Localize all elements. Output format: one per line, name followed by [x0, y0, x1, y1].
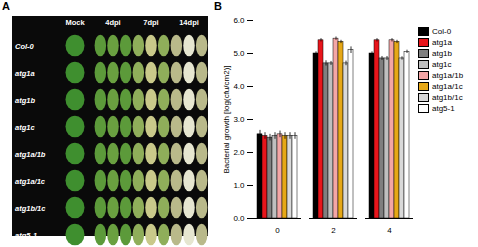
svg-text:0.0: 0.0 [233, 214, 245, 223]
svg-text:3.0: 3.0 [233, 115, 245, 124]
html-text:atg5-1: atg5-1 [432, 104, 455, 113]
html-text:A: A [2, 0, 10, 12]
svg-text:atg1a/1b: atg1a/1b [15, 150, 46, 159]
svg-text:atg1a/1c: atg1a/1c [15, 177, 46, 186]
html-text:atg1c: atg1c [432, 60, 452, 69]
html-text:atg1b/1c: atg1b/1c [432, 93, 463, 102]
html-text:atg1a/1b: atg1a/1b [432, 71, 464, 80]
html-text:Col-0: Col-0 [432, 27, 452, 36]
svg-text:14dpi: 14dpi [179, 18, 199, 27]
svg-text:1.0: 1.0 [233, 181, 245, 190]
svg-text:Bacterial growth [log(cfu/cm2): Bacterial growth [log(cfu/cm2)] [222, 65, 231, 173]
svg-text:4.0: 4.0 [233, 82, 245, 91]
html-text:atg1a: atg1a [432, 38, 452, 47]
svg-text:atg5-1: atg5-1 [15, 231, 37, 240]
svg-text:atg1c: atg1c [15, 123, 35, 132]
svg-text:4: 4 [387, 226, 392, 235]
html-text:B: B [214, 0, 222, 12]
html-text:atg1b: atg1b [432, 49, 452, 58]
svg-text:6.0: 6.0 [233, 16, 245, 25]
svg-text:5.0: 5.0 [233, 49, 245, 58]
svg-text:atg1b/1c: atg1b/1c [15, 204, 46, 213]
svg-text:2: 2 [331, 226, 336, 235]
html-text:atg1a/1c: atg1a/1c [432, 82, 463, 91]
svg-text:2.0: 2.0 [233, 148, 245, 157]
svg-text:7dpi: 7dpi [143, 18, 158, 27]
svg-text:atg1b: atg1b [15, 96, 35, 105]
svg-text:Col-0: Col-0 [15, 42, 35, 51]
svg-text:Mock: Mock [65, 18, 85, 27]
svg-text:0: 0 [275, 226, 280, 235]
svg-text:4dpi: 4dpi [105, 18, 120, 27]
svg-text:atg1a: atg1a [15, 69, 35, 78]
